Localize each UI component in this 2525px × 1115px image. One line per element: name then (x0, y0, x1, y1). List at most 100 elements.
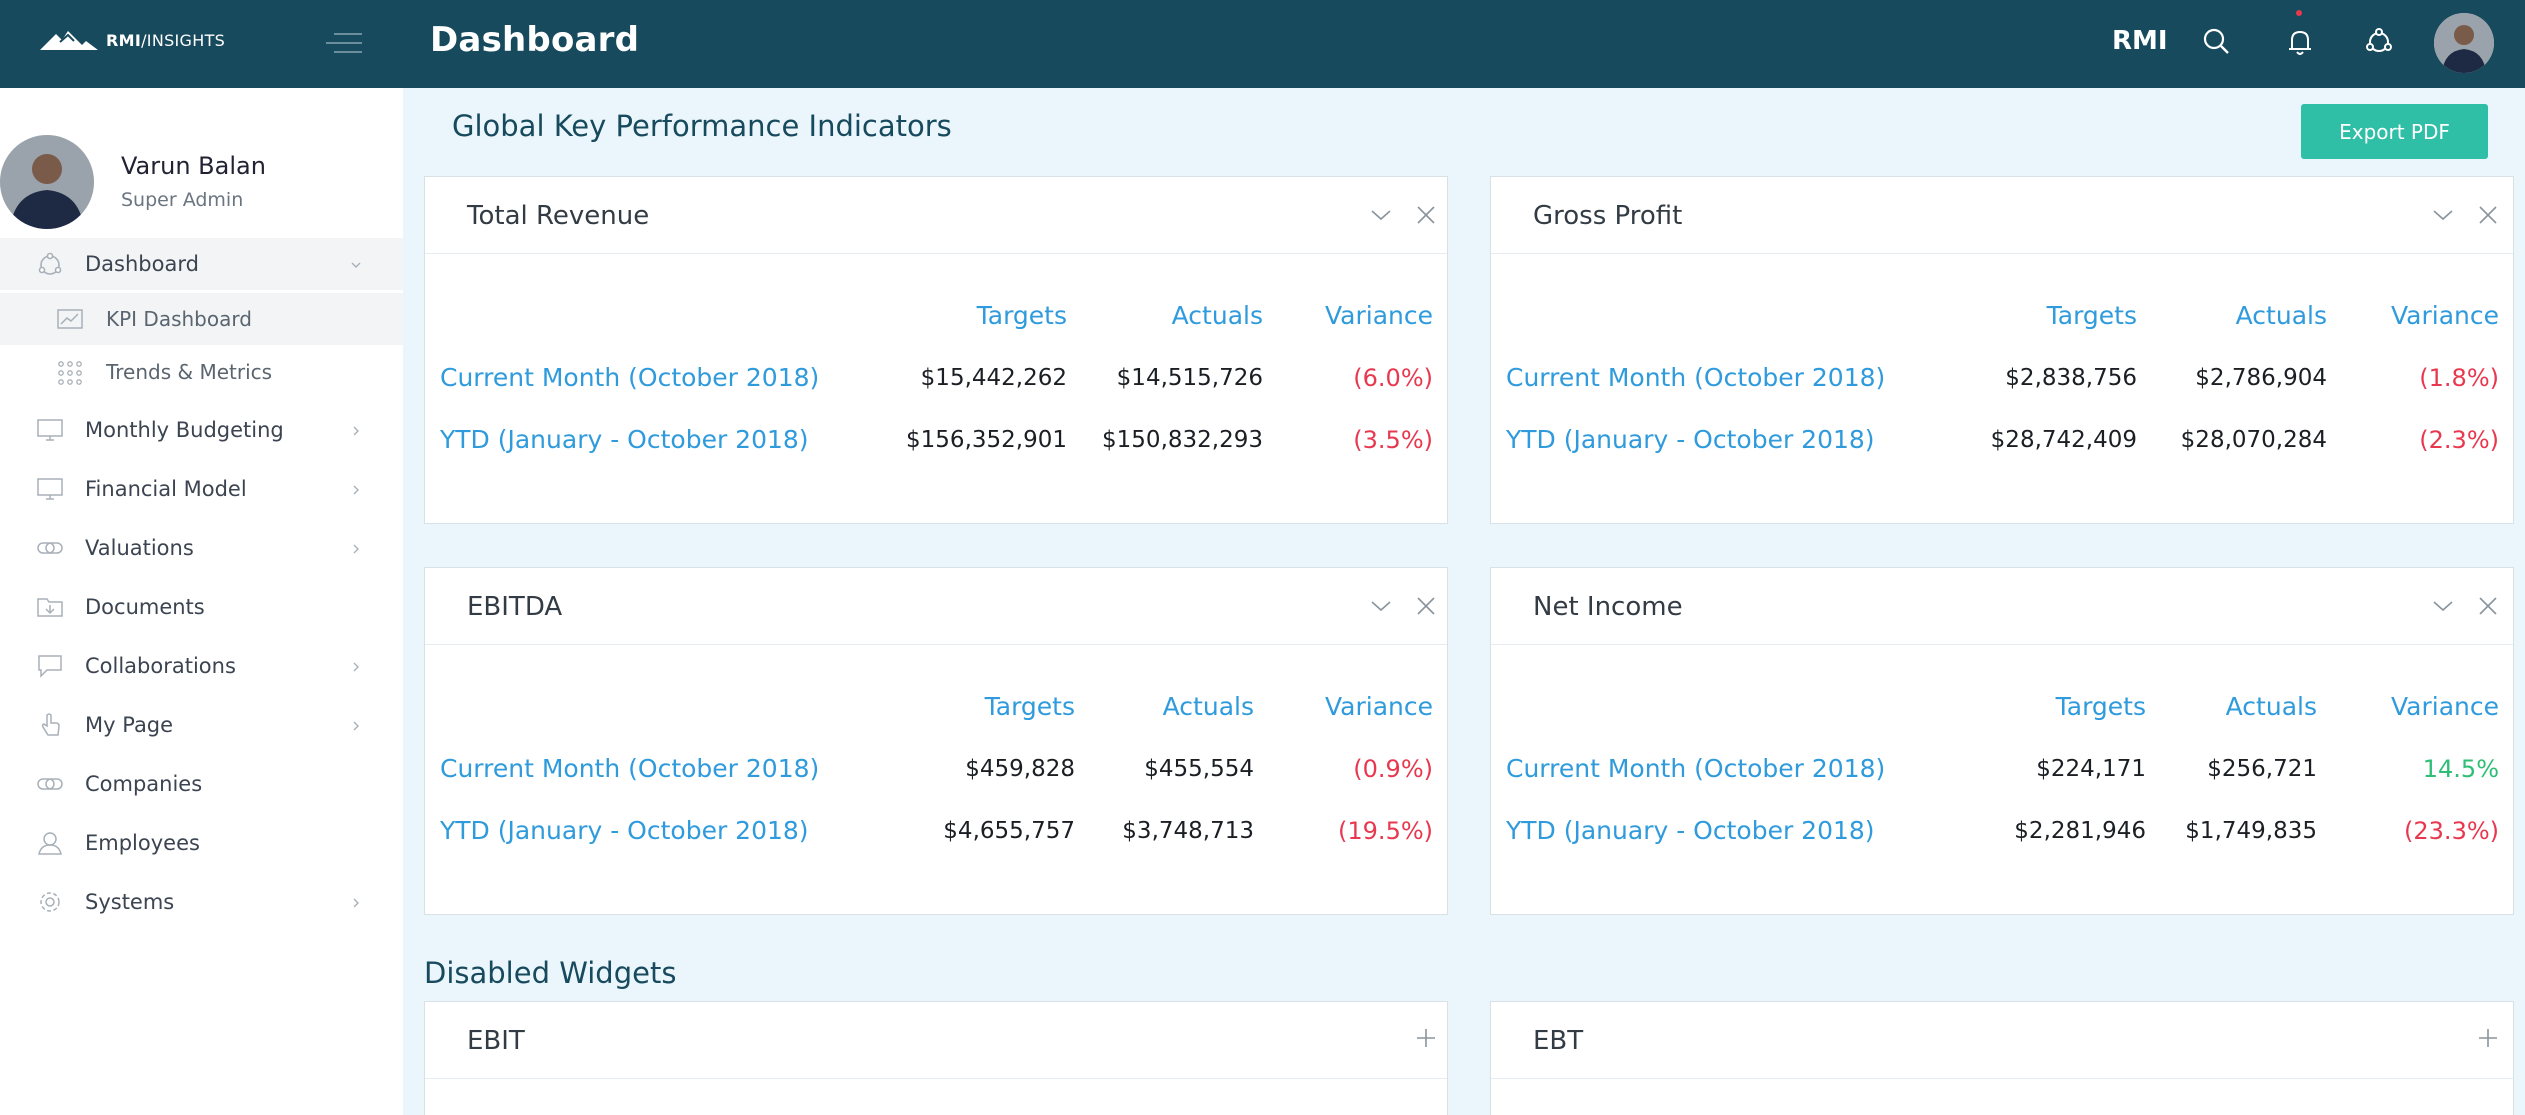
chart-icon (57, 309, 83, 329)
row-label-current-month[interactable]: Current Month (October 2018) (440, 363, 820, 392)
notification-dot (2296, 10, 2302, 16)
bell-icon[interactable] (2280, 22, 2320, 62)
monitor-icon (37, 478, 63, 500)
actual-value: $455,554 (1144, 756, 1254, 782)
disabled-card-ebt: EBT (1490, 1001, 2514, 1115)
sidebar-item-label: Companies (85, 772, 203, 796)
sidebar-item-my-page[interactable]: My Page (0, 699, 403, 751)
row-label-current-month[interactable]: Current Month (October 2018) (1506, 363, 1886, 392)
chevron-right-icon (353, 426, 359, 436)
card-header: Gross Profit (1491, 177, 2513, 254)
user-icon (38, 832, 62, 855)
variance-value: (23.3%) (2404, 817, 2499, 845)
link-icon (37, 778, 63, 790)
close-icon[interactable] (1414, 594, 1438, 618)
row-label-ytd[interactable]: YTD (January - October 2018) (1506, 816, 1875, 845)
actual-value: $28,070,284 (2180, 427, 2327, 453)
user-avatar[interactable] (2434, 13, 2494, 73)
card-header: EBIT (425, 1002, 1447, 1079)
chevron-right-icon (353, 544, 359, 554)
card-header: EBITDA (425, 568, 1447, 645)
chat-icon (38, 655, 62, 678)
column-header-variance: Variance (2391, 301, 2499, 330)
sidebar-item-documents[interactable]: Documents (0, 581, 403, 633)
top-bar: RMI/INSIGHTS Dashboard RMI (0, 0, 2525, 88)
disabled-card-ebit: EBIT (424, 1001, 1448, 1115)
sidebar-item-companies[interactable]: Companies (0, 758, 403, 810)
close-icon[interactable] (1414, 203, 1438, 227)
column-header-targets: Targets (2055, 692, 2146, 721)
close-icon[interactable] (2476, 203, 2500, 227)
profile-role: Super Admin (121, 189, 244, 211)
row-label-ytd[interactable]: YTD (January - October 2018) (440, 816, 809, 845)
sidebar-item-dashboard[interactable]: Dashboard (0, 238, 403, 290)
chevron-down-icon[interactable] (1369, 594, 1393, 618)
profile-avatar[interactable] (0, 135, 94, 229)
variance-value: (19.5%) (1338, 817, 1433, 845)
chevron-down-icon[interactable] (1369, 203, 1393, 227)
chevron-down-icon[interactable] (2431, 203, 2455, 227)
sidebar-item-label: Dashboard (85, 252, 199, 276)
search-icon[interactable] (2197, 22, 2237, 62)
card-header: EBT (1491, 1002, 2513, 1079)
monitor-icon (37, 419, 63, 441)
target-value: $4,655,757 (943, 818, 1075, 844)
card-title: Total Revenue (467, 201, 650, 231)
sidebar-item-trends-metrics[interactable]: Trends & Metrics (0, 346, 403, 398)
link-icon (37, 542, 63, 554)
app-logo[interactable]: RMI/INSIGHTS (40, 24, 225, 56)
column-header-variance: Variance (1325, 301, 1433, 330)
column-header-actuals: Actuals (1171, 301, 1263, 330)
kpi-card-net-income: Net Income Targets Actuals Variance Curr… (1490, 567, 2514, 915)
kpi-section-title: Global Key Performance Indicators (452, 109, 952, 143)
target-value: $28,742,409 (1990, 427, 2137, 453)
sidebar-item-monthly-budgeting[interactable]: Monthly Budgeting (0, 404, 403, 456)
actual-value: $2,786,904 (2195, 365, 2327, 391)
menu-toggle-icon[interactable] (326, 28, 366, 58)
export-pdf-button[interactable]: Export PDF (2301, 104, 2488, 159)
sidebar-item-label: My Page (85, 713, 174, 737)
variance-value: 14.5% (2422, 755, 2499, 783)
sidebar-item-systems[interactable]: Systems (0, 876, 403, 928)
actual-value: $150,832,293 (1102, 427, 1263, 453)
column-header-variance: Variance (2391, 692, 2499, 721)
sidebar-item-label: Trends & Metrics (106, 360, 273, 384)
person-photo-icon (2434, 13, 2494, 73)
row-label-current-month[interactable]: Current Month (October 2018) (440, 754, 820, 783)
row-label-ytd[interactable]: YTD (January - October 2018) (1506, 425, 1875, 454)
page-title: Dashboard (430, 20, 640, 60)
sidebar-item-valuations[interactable]: Valuations (0, 522, 403, 574)
brand-label: RMI (2112, 26, 2168, 56)
logo-text: RMI/INSIGHTS (106, 30, 226, 50)
card-header: Total Revenue (425, 177, 1447, 254)
sidebar-item-kpi-dashboard[interactable]: KPI Dashboard (0, 293, 403, 345)
column-header-targets: Targets (2046, 301, 2137, 330)
add-icon[interactable] (2476, 1026, 2500, 1050)
target-value: $2,281,946 (2014, 818, 2146, 844)
column-header-variance: Variance (1325, 692, 1433, 721)
add-icon[interactable] (1414, 1026, 1438, 1050)
sidebar-item-collaborations[interactable]: Collaborations (0, 640, 403, 692)
row-label-current-month[interactable]: Current Month (October 2018) (1506, 754, 1886, 783)
sidebar-item-label: Valuations (85, 536, 194, 560)
sidebar-item-employees[interactable]: Employees (0, 817, 403, 869)
column-header-actuals: Actuals (2235, 301, 2327, 330)
chevron-right-icon (353, 721, 359, 731)
actual-value: $256,721 (2207, 756, 2317, 782)
chevron-right-icon (353, 485, 359, 495)
column-header-actuals: Actuals (1162, 692, 1254, 721)
disabled-widgets-title: Disabled Widgets (424, 956, 677, 990)
network-icon[interactable] (2359, 22, 2399, 62)
sidebar-item-label: Collaborations (85, 654, 236, 678)
close-icon[interactable] (2476, 594, 2500, 618)
variance-value: (2.3%) (2419, 426, 2499, 454)
variance-value: (1.8%) (2419, 364, 2499, 392)
sidebar-item-label: Documents (85, 595, 205, 619)
card-title: Gross Profit (1533, 201, 1683, 231)
sidebar-item-label: Systems (85, 890, 175, 914)
sidebar-item-financial-model[interactable]: Financial Model (0, 463, 403, 515)
chevron-down-icon[interactable] (2431, 594, 2455, 618)
row-label-ytd[interactable]: YTD (January - October 2018) (440, 425, 809, 454)
column-header-actuals: Actuals (2225, 692, 2317, 721)
variance-value: (6.0%) (1353, 364, 1433, 392)
